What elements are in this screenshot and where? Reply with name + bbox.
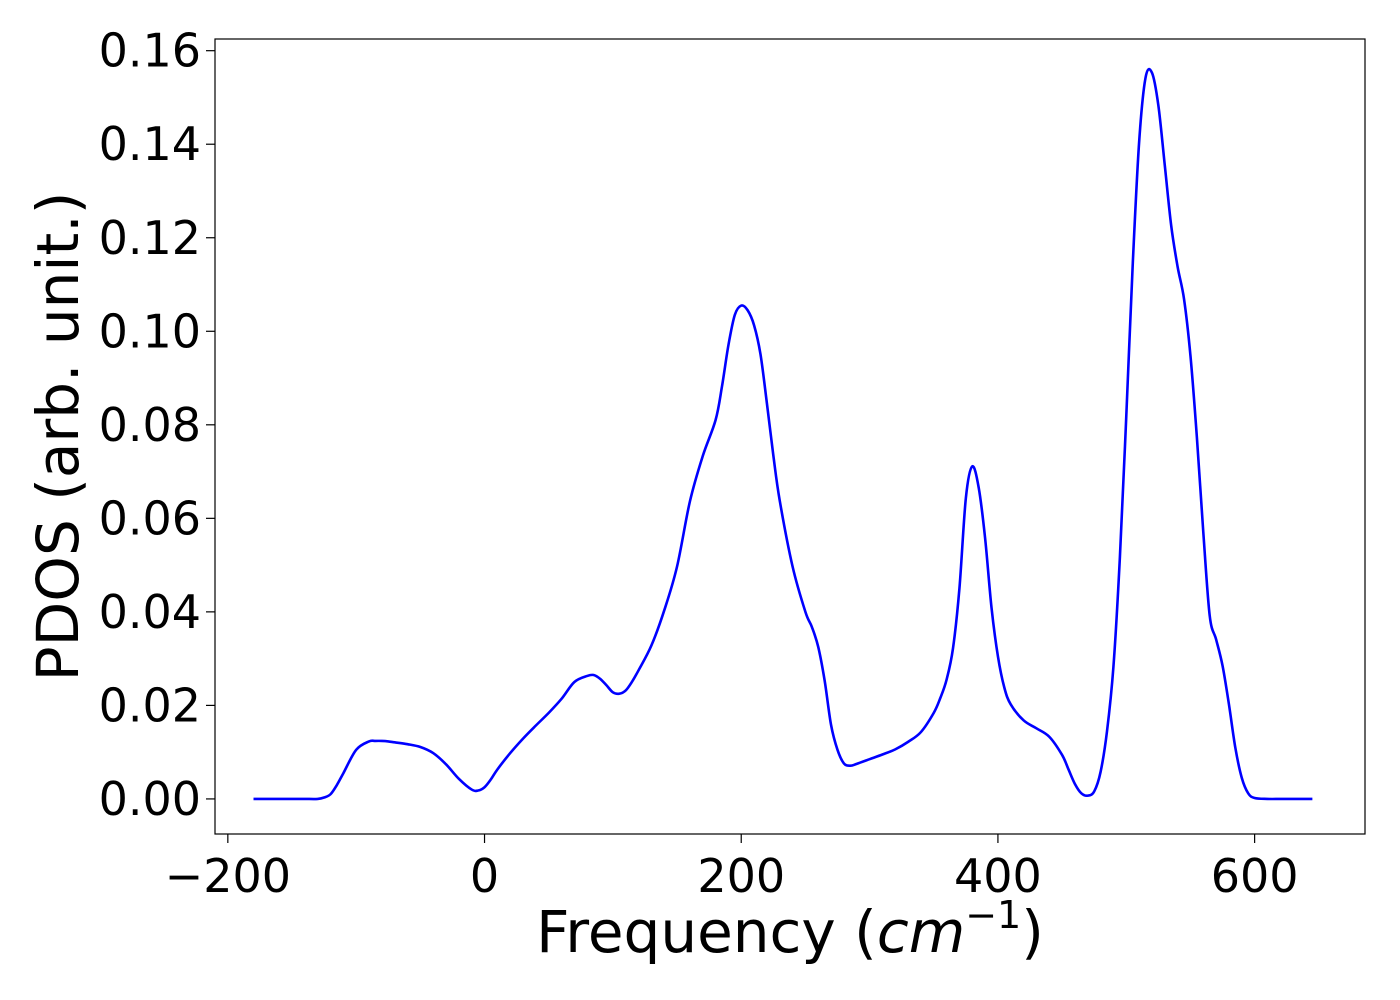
y-tick-label: 0.06: [99, 491, 201, 545]
x-axis-title-exponent: −1: [965, 893, 1021, 937]
y-tick-label: 0.00: [99, 772, 201, 826]
series-layer: [253, 67, 1313, 801]
y-tick-label: 0.08: [99, 398, 201, 452]
x-axis-title: Frequency (cm−1): [536, 893, 1044, 966]
y-axis-ticks: 0.00 0.02 0.04 0.06 0.08 0.10 0.12 0.14 0.16: [99, 24, 215, 826]
y-tick-label: 0.14: [99, 117, 201, 171]
y-tick-label: 0.02: [99, 678, 201, 732]
x-axis-title-text: Frequency (: [536, 898, 877, 966]
x-tick-label: 600: [1211, 849, 1299, 903]
y-tick-label: 0.16: [99, 24, 201, 78]
x-tick-label: 400: [954, 849, 1042, 903]
pdos-line: [253, 67, 1313, 801]
y-axis-title: PDOS (arb. unit.): [24, 192, 92, 682]
y-tick-label: 0.04: [99, 585, 201, 639]
plot-frame: [214, 38, 1366, 835]
x-axis-ticks: −200 0 200 400 600: [165, 834, 1299, 903]
x-tick-label: 0: [470, 849, 499, 903]
x-tick-label: −200: [165, 849, 291, 903]
x-axis-title-close: ): [1021, 898, 1044, 966]
x-tick-label: 200: [697, 849, 785, 903]
y-tick-label: 0.10: [99, 304, 201, 358]
x-axis-title-unit: cm: [877, 898, 965, 966]
y-tick-label: 0.12: [99, 211, 201, 265]
